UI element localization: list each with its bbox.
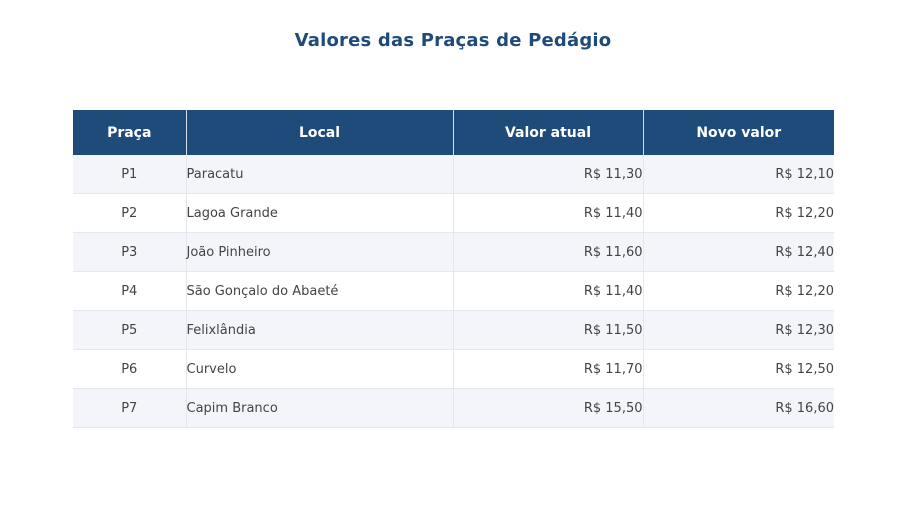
cell-local: Lagoa Grande bbox=[186, 193, 454, 233]
cell-valor-atual: R$ 11,40 bbox=[453, 193, 644, 233]
cell-praca: P1 bbox=[73, 155, 187, 194]
table-row: P6 Curvelo R$ 11,70 R$ 12,50 bbox=[73, 349, 834, 389]
cell-praca: P5 bbox=[73, 310, 187, 350]
cell-valor-atual: R$ 11,60 bbox=[453, 232, 644, 272]
cell-novo-valor: R$ 12,20 bbox=[643, 193, 834, 233]
cell-novo-valor: R$ 12,10 bbox=[643, 155, 834, 194]
cell-praca: P3 bbox=[73, 232, 187, 272]
cell-local: Felixlândia bbox=[186, 310, 454, 350]
column-header-valor-atual: Valor atual bbox=[453, 110, 644, 155]
cell-valor-atual: R$ 15,50 bbox=[453, 388, 644, 428]
table-header-row: Praça Local Valor atual Novo valor bbox=[73, 110, 834, 155]
column-header-local: Local bbox=[186, 110, 454, 155]
cell-novo-valor: R$ 12,20 bbox=[643, 271, 834, 311]
cell-local: João Pinheiro bbox=[186, 232, 454, 272]
table-row: P4 São Gonçalo do Abaeté R$ 11,40 R$ 12,20 bbox=[73, 271, 834, 311]
table-row: P2 Lagoa Grande R$ 11,40 R$ 12,20 bbox=[73, 193, 834, 233]
cell-valor-atual: R$ 11,70 bbox=[453, 349, 644, 389]
table-body: P1 Paracatu R$ 11,30 R$ 12,10 P2 Lagoa Grande… bbox=[73, 155, 834, 428]
table-row: P5 Felixlândia R$ 11,50 R$ 12,30 bbox=[73, 310, 834, 350]
cell-local: Curvelo bbox=[186, 349, 454, 389]
cell-praca: P7 bbox=[73, 388, 187, 428]
table-row: P1 Paracatu R$ 11,30 R$ 12,10 bbox=[73, 155, 834, 194]
chart-title: Valores das Praças de Pedágio bbox=[294, 30, 612, 51]
toll-table: Praça Local Valor atual Novo valor P1 Par… bbox=[73, 110, 834, 428]
cell-valor-atual: R$ 11,40 bbox=[453, 271, 644, 311]
cell-novo-valor: R$ 16,60 bbox=[643, 388, 834, 428]
cell-valor-atual: R$ 11,50 bbox=[453, 310, 644, 350]
cell-valor-atual: R$ 11,30 bbox=[453, 155, 644, 194]
table-row: P7 Capim Branco R$ 15,50 R$ 16,60 bbox=[73, 388, 834, 428]
cell-local: Capim Branco bbox=[186, 388, 454, 428]
cell-local: São Gonçalo do Abaeté bbox=[186, 271, 454, 311]
cell-novo-valor: R$ 12,40 bbox=[643, 232, 834, 272]
cell-local: Paracatu bbox=[186, 155, 454, 194]
cell-novo-valor: R$ 12,30 bbox=[643, 310, 834, 350]
cell-praca: P2 bbox=[73, 193, 187, 233]
cell-praca: P4 bbox=[73, 271, 187, 311]
column-header-novo-valor: Novo valor bbox=[643, 110, 834, 155]
table-row: P3 João Pinheiro R$ 11,60 R$ 12,40 bbox=[73, 232, 834, 272]
cell-praca: P6 bbox=[73, 349, 187, 389]
column-header-praca: Praça bbox=[73, 110, 187, 155]
cell-novo-valor: R$ 12,50 bbox=[643, 349, 834, 389]
